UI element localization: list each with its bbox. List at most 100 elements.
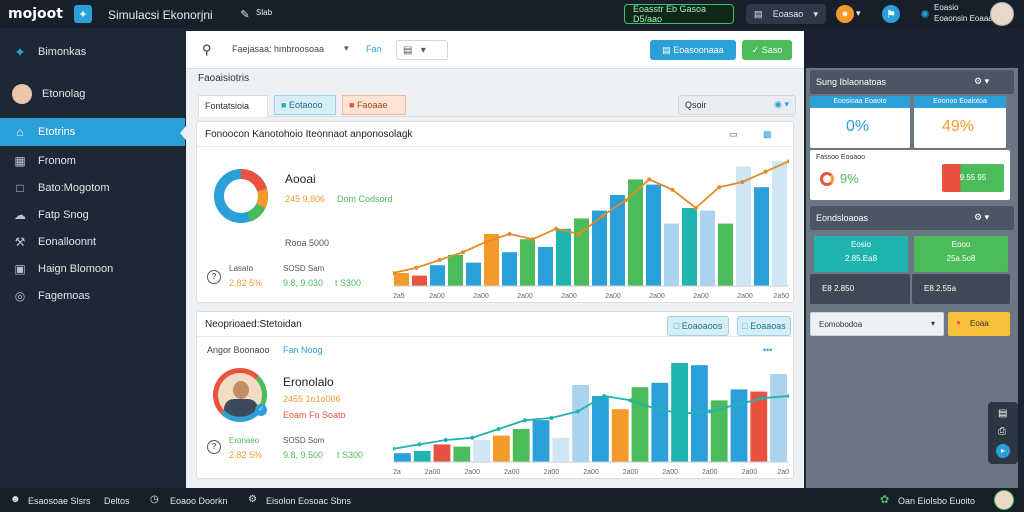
kpi-3-value: 9% [840, 171, 859, 186]
more-icon[interactable]: ••• [763, 345, 773, 355]
chart-tick-label: 2a00 [623, 469, 639, 476]
tab-second[interactable]: ■ Eotaooo [274, 95, 336, 115]
search-icon[interactable]: ⚲ [202, 42, 212, 57]
expand-icon[interactable]: ▭ [729, 129, 738, 139]
pin-icon[interactable]: ✎ [240, 8, 250, 21]
dropdown-label: Eoasao [772, 9, 804, 19]
chart-bar [664, 223, 679, 286]
chart-point [470, 435, 475, 440]
tab-overview[interactable]: Fontatsioia [198, 95, 268, 117]
chart-point [707, 409, 712, 414]
calendar-icon: ▣ [14, 262, 26, 276]
play-icon[interactable]: ▸ [996, 444, 1010, 458]
help-icon[interactable]: ? [207, 440, 221, 454]
chart-point [734, 402, 739, 407]
bottom-item-4[interactable]: Eisolon Eosoac Sbns [266, 496, 352, 506]
sidebar-item-etotrins[interactable]: ⌂ Etotrins [0, 118, 185, 146]
kpi-card-1: Eoosioaa Eoaoto 0% [810, 96, 910, 148]
sidebar-item-etonolag[interactable]: Etonolag [0, 80, 185, 108]
bottom-item-3[interactable]: Eoaoo Doorkn [170, 496, 228, 506]
panel-button-b[interactable]: □ Eoaaoas [737, 316, 791, 336]
settings-icon[interactable]: ▩ [763, 129, 772, 139]
notification-icon[interactable]: ⚑ [882, 5, 900, 23]
chart-tick-label: 2a00 [737, 293, 753, 300]
status-pill[interactable]: Eoasstr Eb Gasoa D5/aao [624, 4, 734, 24]
chart-bar [394, 453, 411, 462]
sidebar-item-fagemoas[interactable]: ◎ Fagemoas [0, 282, 185, 310]
top-dropdown[interactable]: ▤ Eoasao ▾ [746, 4, 826, 24]
small-label: Slab [256, 8, 273, 17]
chart-bar [413, 451, 431, 462]
user-avatar[interactable] [990, 2, 1014, 26]
header-controls-icon[interactable]: ⚙ ▾ [974, 212, 990, 222]
settings-icon[interactable]: ✺ [920, 8, 930, 21]
primary-button[interactable]: ▤ Eoasoonaaa [650, 40, 736, 60]
chart-trend-line [393, 160, 789, 274]
panel-button-a[interactable]: □ Eoaoaoos [667, 316, 729, 336]
green-button[interactable]: ✓ Saso [742, 40, 792, 60]
chevron-down-icon[interactable]: ▾ [344, 43, 349, 53]
chart-point [507, 232, 512, 236]
tile-2[interactable]: Eooo 25a.5o8 [914, 236, 1008, 272]
right-select[interactable]: Eomobodoa ▾ [810, 312, 944, 336]
chart-point [655, 407, 659, 412]
right-select-button[interactable]: ● Eoaa [948, 312, 1010, 336]
tile-1[interactable]: Eosio 2.85.Ea8 [814, 236, 908, 272]
chart-point [717, 185, 722, 190]
chart-bar [556, 228, 571, 286]
person-title: Eronolalo [283, 375, 334, 389]
chart-bar [628, 179, 643, 286]
right-header-1: Sung Iblaonatoas ⚙ ▾ [810, 70, 1014, 94]
bird-icon[interactable]: ✦ [74, 5, 92, 23]
chart-bar [730, 389, 748, 462]
chart-point [460, 250, 465, 255]
search-input[interactable]: Faejasaa: hmbroosoaa [232, 44, 325, 54]
bottom-item-1[interactable]: Esaosoae Slsrs [28, 496, 91, 506]
print-icon[interactable]: ⎙ [998, 426, 1006, 437]
chart-tick-label: 2a00 [544, 469, 560, 476]
sidebar-item-eonalloonnt[interactable]: ⚒ Eonalloonnt [0, 228, 185, 256]
chart-bar [631, 387, 649, 462]
row-label: Angor Boonaoo [207, 345, 270, 355]
filter-select[interactable]: Qsoir ◉ ▾ [678, 95, 796, 115]
footer-a: E8 2.850 [822, 284, 855, 293]
tab-third[interactable]: ■ Faoaae [342, 95, 406, 115]
bottom-item-2[interactable]: Deltos [104, 496, 130, 506]
chart-bar [484, 234, 499, 286]
sidebar-item-label: Fronom [38, 155, 76, 167]
top-bar: mojoot ✦ Simulacsi Ekonorjni ✎ Slab Eoas… [0, 0, 1024, 28]
bar-line-chart-top: 2a5 2a00 2a00 2a00 2a00 2a00 2a00 2a00 2a00 2a50 [393, 159, 789, 300]
chart-point [484, 239, 489, 244]
help-icon[interactable]: ? [207, 270, 221, 284]
chart-point [623, 198, 628, 203]
sidebar-item-haign-blomoon[interactable]: ▣ Haign Blomoon [0, 255, 185, 283]
page-icon[interactable]: ▤ [998, 408, 1008, 419]
donut-title: Aooai [285, 172, 316, 186]
person-icon[interactable]: ☻ [10, 494, 21, 505]
tab-row: Fontatsioia ■ Eotaooo ■ Faoaae Qsoir ◉ ▾ [196, 93, 796, 117]
sidebar-item-bimonkas[interactable]: ✦ Bimonkas [0, 38, 185, 66]
chart-point [647, 177, 652, 182]
sidebar-item-fatp-snog[interactable]: ☁ Fatp Snog [0, 201, 185, 229]
chart-tick-label: 2a0 [777, 469, 789, 476]
right-header-2: Eondsloaoas ⚙ ▾ [810, 206, 1014, 230]
search-tag[interactable]: Fan [366, 44, 382, 54]
bottom-avatar[interactable] [994, 490, 1014, 510]
clock-icon: ◷ [150, 494, 159, 505]
filter-icon: ◉ ▾ [774, 99, 789, 109]
coin-icon[interactable]: ● [836, 5, 854, 23]
header-controls-icon[interactable]: ⚙ ▾ [974, 76, 990, 86]
person-avatar [213, 368, 267, 422]
chart-point [417, 442, 422, 447]
stat-label-b: SOSD Som [283, 436, 325, 445]
sidebar-item-bato-mogotom[interactable]: □ Bato:Mogotom [0, 174, 185, 202]
view-select[interactable]: ▤ ▾ [396, 40, 448, 60]
chart-tick-label: 2a00 [473, 293, 489, 300]
sidebar-item-label: Bato:Mogotom [38, 182, 110, 194]
chart-point [523, 418, 527, 423]
chart-bar [512, 429, 530, 462]
active-pointer [180, 126, 186, 140]
sidebar-item-fronom[interactable]: ▦ Fronom [0, 147, 185, 175]
tile-1-label: Eosio [850, 240, 871, 249]
tab-label: Eotaooo [288, 100, 323, 110]
